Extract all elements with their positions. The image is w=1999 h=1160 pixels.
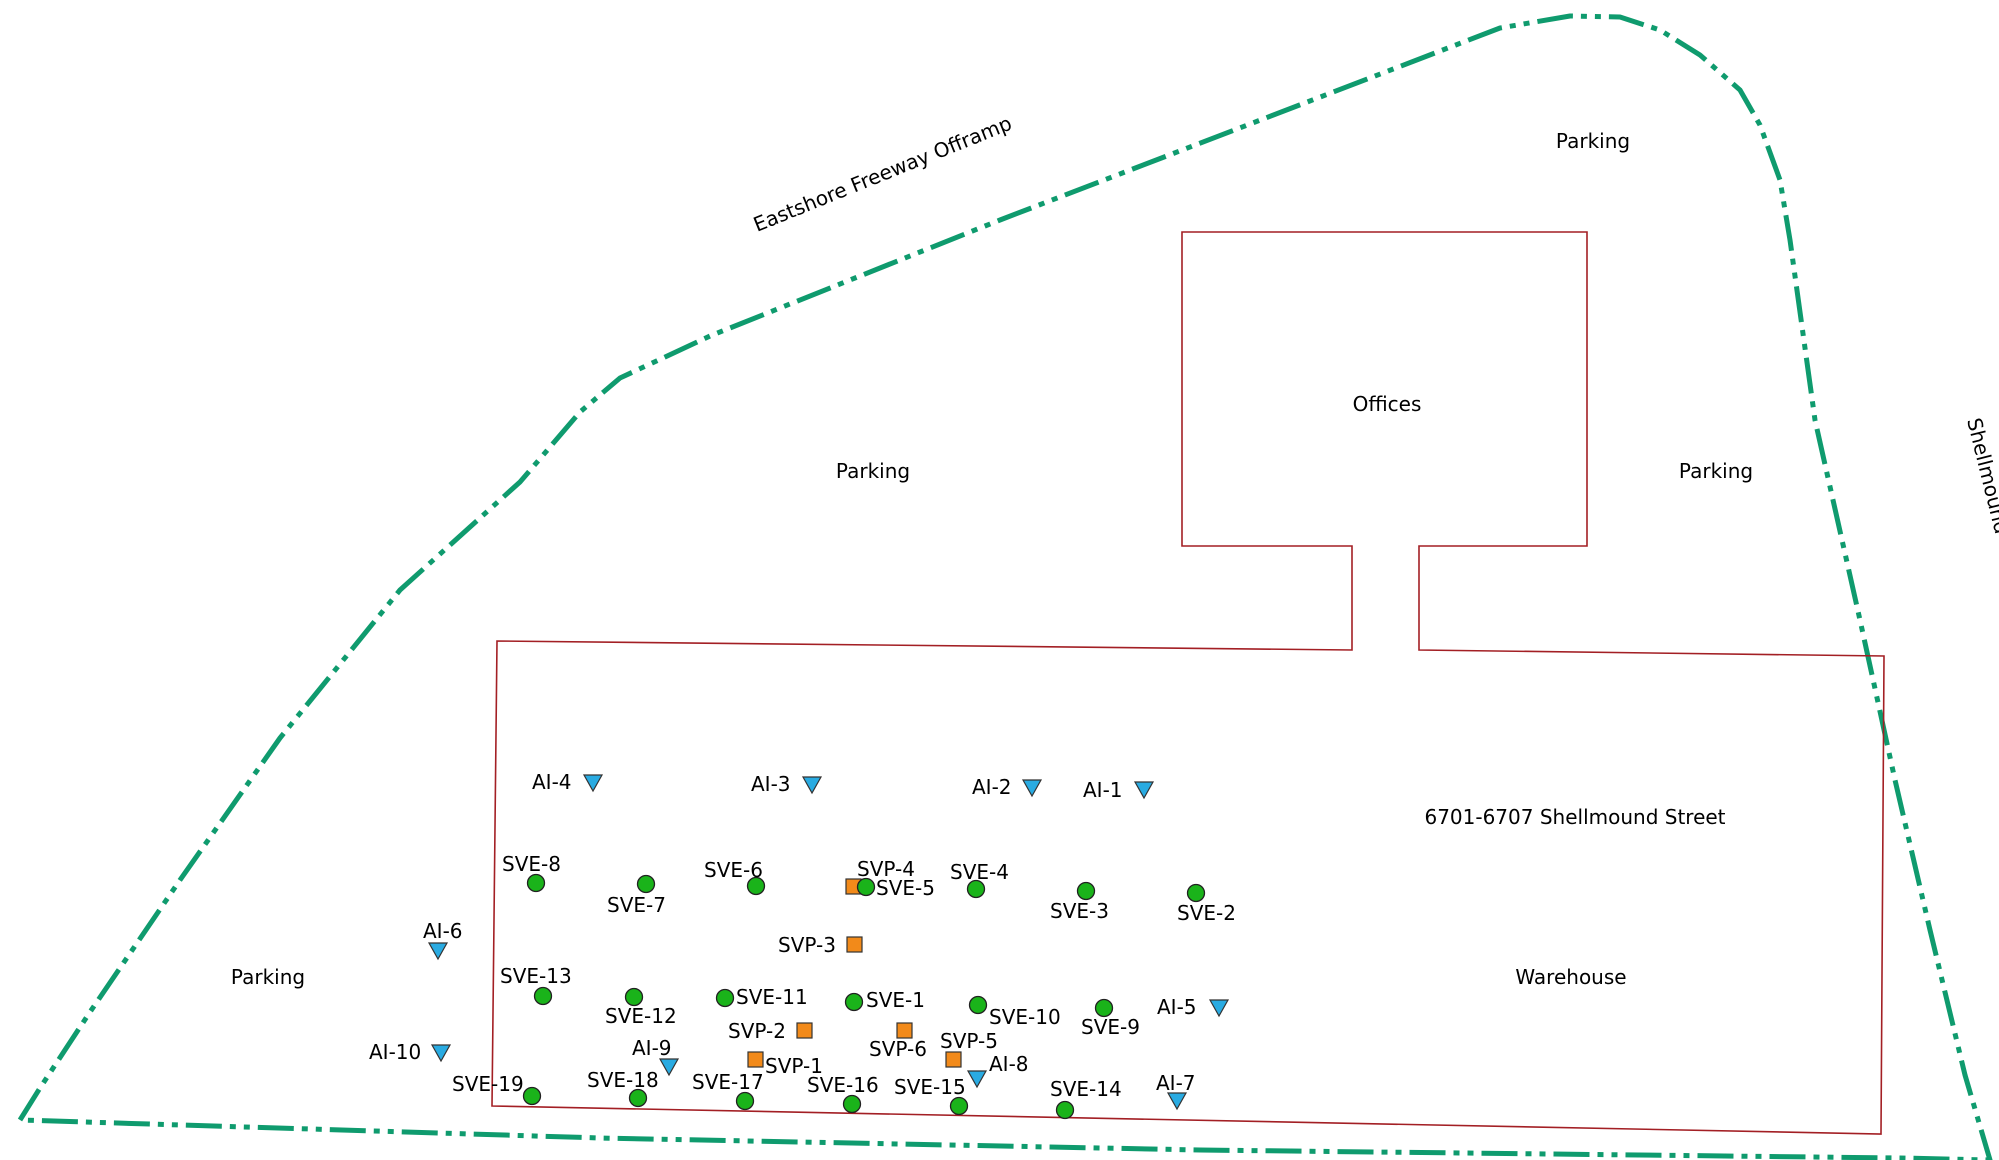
sve-6-marker <box>746 876 766 896</box>
ai-2-label: AI-2 <box>972 775 1012 799</box>
sve-7-marker <box>636 874 656 894</box>
sve-6-label: SVE-6 <box>704 858 763 882</box>
sve-points <box>522 873 1206 1120</box>
ai-1-label: AI-1 <box>1083 778 1123 802</box>
sve-3-label: SVE-3 <box>1050 899 1109 923</box>
point-labels: AI-1 AI-2 AI-3 AI-4 AI-5 AI-6 AI-7 AI-8 … <box>369 770 1236 1101</box>
ai-5-marker <box>1208 999 1230 1018</box>
svp-3-label: SVP-3 <box>778 933 836 957</box>
parking-label-top-right: Parking <box>1556 129 1630 153</box>
ai-10-label: AI-10 <box>369 1040 421 1064</box>
sve-16-label: SVE-16 <box>807 1073 879 1097</box>
sve-17-marker <box>735 1091 755 1111</box>
ai-7-label: AI-7 <box>1156 1071 1196 1095</box>
sve-5-marker <box>856 877 876 897</box>
ai-2-marker <box>1021 779 1043 798</box>
sve-12-marker <box>624 987 644 1007</box>
ai-4-marker <box>582 774 604 793</box>
sve-4-label: SVE-4 <box>950 860 1009 884</box>
sve-13-label: SVE-13 <box>500 964 572 988</box>
svp-6-marker <box>896 1022 913 1039</box>
svp-5-label: SVP-5 <box>940 1029 998 1053</box>
ai-4-label: AI-4 <box>532 770 572 794</box>
sve-18-marker <box>628 1088 648 1108</box>
sve-19-marker <box>522 1086 542 1106</box>
sve-9-marker <box>1094 998 1114 1018</box>
ai-points <box>427 774 1230 1111</box>
sve-9-label: SVE-9 <box>1081 1015 1140 1039</box>
sve-15-label: SVE-15 <box>894 1075 966 1099</box>
ai-6-marker <box>427 942 449 961</box>
ai-3-label: AI-3 <box>751 772 791 796</box>
svp-1-label: SVP-1 <box>765 1054 823 1078</box>
svp-1-marker <box>747 1051 764 1068</box>
parking-label-center: Parking <box>836 459 910 483</box>
sve-13-marker <box>533 986 553 1006</box>
sve-2-marker <box>1186 883 1206 903</box>
ai-5-label: AI-5 <box>1157 995 1197 1019</box>
sve-11-label: SVE-11 <box>736 985 808 1009</box>
sve-14-label: SVE-14 <box>1050 1077 1122 1101</box>
svp-6-label: SVP-6 <box>869 1037 927 1061</box>
ai-6-label: AI-6 <box>423 919 463 943</box>
site-boundary <box>17 13 1993 1160</box>
ai-1-marker <box>1133 781 1155 800</box>
warehouse-label: Warehouse <box>1515 965 1626 989</box>
address-label: 6701-6707 Shellmound Street <box>1424 805 1725 829</box>
offices-label: Offices <box>1353 392 1422 416</box>
svp-4-label: SVP-4 <box>857 857 915 881</box>
sve-10-marker <box>968 995 988 1015</box>
sve-19-label: SVE-19 <box>452 1072 524 1096</box>
parking-label-right: Parking <box>1679 459 1753 483</box>
sve-16-marker <box>842 1094 862 1114</box>
ai-3-marker <box>801 776 823 795</box>
ai-8-marker <box>966 1070 988 1089</box>
ai-8-label: AI-8 <box>989 1052 1029 1076</box>
sve-8-marker <box>526 873 546 893</box>
svp-2-marker <box>796 1022 813 1039</box>
offices-building <box>491 231 1885 1135</box>
sve-1-marker <box>844 992 864 1012</box>
sve-11-marker <box>715 988 735 1008</box>
svp-3-marker <box>846 936 863 953</box>
ai-7-marker <box>1166 1092 1188 1111</box>
sve-7-label: SVE-7 <box>607 893 666 917</box>
sve-8-label: SVE-8 <box>502 852 561 876</box>
sve-12-label: SVE-12 <box>605 1004 677 1028</box>
sve-1-label: SVE-1 <box>866 988 925 1012</box>
freeway-label: Eastshore Freeway Offramp <box>750 111 1015 237</box>
svp-5-marker <box>945 1051 962 1068</box>
svp-2-label: SVP-2 <box>728 1019 786 1043</box>
ai-9-marker <box>658 1058 680 1077</box>
ai-9-label: AI-9 <box>632 1036 672 1060</box>
sve-14-marker <box>1055 1100 1075 1120</box>
sve-3-marker <box>1076 881 1096 901</box>
sve-2-label: SVE-2 <box>1177 901 1236 925</box>
parking-label-left: Parking <box>231 965 305 989</box>
svp-points <box>747 878 962 1068</box>
sve-18-label: SVE-18 <box>587 1068 659 1092</box>
sve-10-label: SVE-10 <box>989 1005 1061 1029</box>
sve-4-marker <box>966 879 986 899</box>
ai-10-marker <box>430 1044 452 1063</box>
sve-15-marker <box>949 1096 969 1116</box>
sve-5-label: SVE-5 <box>876 876 935 900</box>
sve-17-label: SVE-17 <box>692 1070 764 1094</box>
street-label: Shellmound <box>1962 415 1999 536</box>
